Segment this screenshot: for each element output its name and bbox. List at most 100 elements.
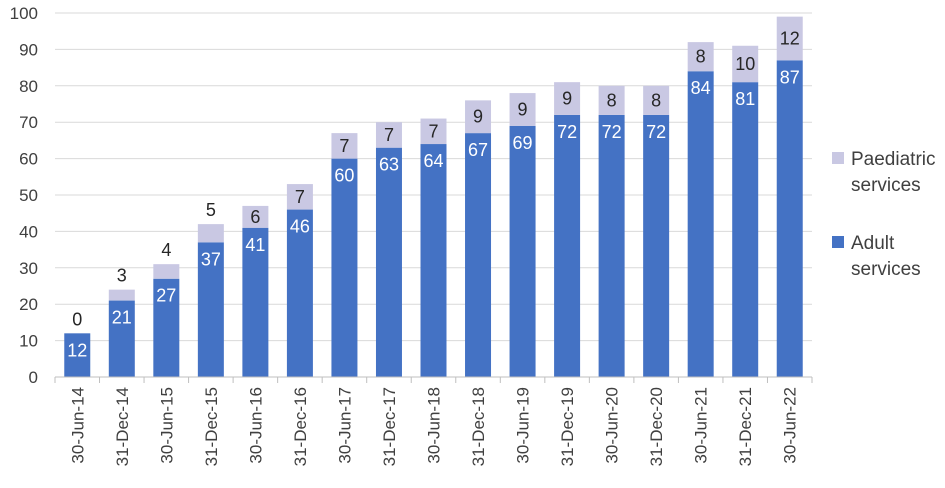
x-tick-label: 31-Dec-18 xyxy=(469,387,488,466)
paediatric-value-label: 9 xyxy=(518,99,528,119)
y-tick-label: 10 xyxy=(19,332,38,351)
bar-adult-services xyxy=(509,125,536,377)
x-tick-label: 31-Dec-15 xyxy=(202,387,221,466)
adult-value-label: 41 xyxy=(245,235,265,255)
legend: Paediatric services Adult services xyxy=(832,149,936,280)
bar-paediatric-services xyxy=(643,85,670,115)
adult-value-label: 64 xyxy=(423,151,443,171)
bar-adult-services xyxy=(242,227,269,377)
bar-paediatric-services xyxy=(598,85,625,115)
adult-value-label: 72 xyxy=(602,122,622,142)
y-tick-label: 50 xyxy=(19,186,38,205)
bar-adult-services xyxy=(687,71,714,378)
bar-adult-services xyxy=(420,144,447,377)
adult-value-label: 12 xyxy=(67,340,87,360)
paediatric-value-label: 8 xyxy=(696,47,706,67)
bar-adult-services xyxy=(286,209,313,377)
bar-paediatric-services xyxy=(108,289,135,301)
adult-value-label: 27 xyxy=(156,286,176,306)
x-tick-label: 31-Dec-19 xyxy=(558,387,577,466)
adult-value-label: 60 xyxy=(334,166,354,186)
bar-adult-services xyxy=(465,133,492,377)
bar-adult-services xyxy=(732,82,759,377)
x-tick-label: 31-Dec-21 xyxy=(736,387,755,466)
paediatric-value-label: 9 xyxy=(562,89,572,109)
bar-paediatric-services xyxy=(732,45,759,83)
bar-adult-services xyxy=(331,158,358,377)
bar-adult-services xyxy=(197,242,224,377)
legend-label: Adult xyxy=(851,233,895,254)
paediatric-value-label: 5 xyxy=(206,200,216,220)
adult-value-label: 72 xyxy=(557,122,577,142)
paediatric-value-label: 12 xyxy=(780,28,800,48)
legend-label: Paediatric xyxy=(851,149,936,170)
bar-paediatric-services xyxy=(687,42,714,72)
adult-value-label: 81 xyxy=(735,89,755,109)
bar-paediatric-services xyxy=(331,133,358,159)
bar-paediatric-services xyxy=(465,100,492,134)
paediatric-value-label: 3 xyxy=(117,266,127,286)
x-tick-label: 31-Dec-14 xyxy=(113,387,132,466)
y-tick-label: 70 xyxy=(19,113,38,132)
adult-value-label: 87 xyxy=(780,67,800,87)
paediatric-value-label: 7 xyxy=(384,125,394,145)
bar-paediatric-services xyxy=(286,184,313,210)
bar-paediatric-services xyxy=(242,205,269,228)
y-tick-label: 60 xyxy=(19,150,38,169)
bar-adult-services xyxy=(153,278,180,377)
x-tick-label: 30-Jun-19 xyxy=(514,387,533,464)
x-tick-label: 30-Jun-18 xyxy=(425,387,444,464)
y-tick-label: 40 xyxy=(19,222,38,241)
x-tick-label: 30-Jun-14 xyxy=(68,387,87,464)
paediatric-value-label: 0 xyxy=(72,309,82,329)
adult-value-label: 37 xyxy=(201,249,221,269)
bar-paediatric-services xyxy=(197,224,224,243)
bar-paediatric-services xyxy=(375,122,402,148)
paediatric-value-label: 7 xyxy=(428,121,438,141)
paediatric-value-label: 10 xyxy=(735,54,755,74)
bars xyxy=(64,16,803,378)
adult-value-label: 46 xyxy=(290,217,310,237)
bar-adult-services xyxy=(375,147,402,377)
adult-value-label: 63 xyxy=(379,155,399,175)
adult-value-label: 84 xyxy=(691,78,711,98)
paediatric-value-label: 4 xyxy=(161,240,171,260)
bar-adult-services xyxy=(776,60,803,377)
paediatric-value-label: 9 xyxy=(473,107,483,127)
adult-value-label: 69 xyxy=(513,133,533,153)
paediatric-value-label: 7 xyxy=(339,136,349,156)
bar-paediatric-services xyxy=(153,264,180,279)
paediatric-value-label: 7 xyxy=(295,187,305,207)
adult-value-label: 72 xyxy=(646,122,666,142)
y-tick-label: 20 xyxy=(19,295,38,314)
legend-swatch xyxy=(832,236,844,248)
bar-adult-services xyxy=(64,333,91,377)
bar-paediatric-services xyxy=(420,118,447,145)
y-tick-label: 100 xyxy=(10,4,38,23)
legend-item-paediatric-services: Paediatric services xyxy=(832,149,936,196)
bar-paediatric-services xyxy=(509,93,536,126)
y-tick-label: 90 xyxy=(19,40,38,59)
x-tick-label: 30-Jun-22 xyxy=(781,387,800,464)
legend-item-adult-services: Adult services xyxy=(832,233,921,280)
adult-value-label: 67 xyxy=(468,140,488,160)
bar-paediatric-services xyxy=(554,82,581,115)
x-tick-label: 30-Jun-16 xyxy=(246,387,265,464)
y-tick-label: 30 xyxy=(19,259,38,278)
y-tick-label: 0 xyxy=(29,368,38,387)
legend-swatch xyxy=(832,152,844,164)
legend-label: services xyxy=(851,175,921,196)
bar-adult-services xyxy=(108,300,135,377)
bar-adult-services xyxy=(643,114,670,378)
x-tick-label: 30-Jun-21 xyxy=(692,387,711,464)
paediatric-value-label: 8 xyxy=(607,90,617,110)
x-tick-label: 31-Dec-20 xyxy=(647,387,666,466)
paediatric-value-label: 6 xyxy=(250,207,260,227)
x-tick-label: 30-Jun-17 xyxy=(335,387,354,464)
x-tick-label: 31-Dec-16 xyxy=(291,387,310,466)
y-tick-label: 80 xyxy=(19,77,38,96)
bar-adult-services xyxy=(598,114,625,378)
